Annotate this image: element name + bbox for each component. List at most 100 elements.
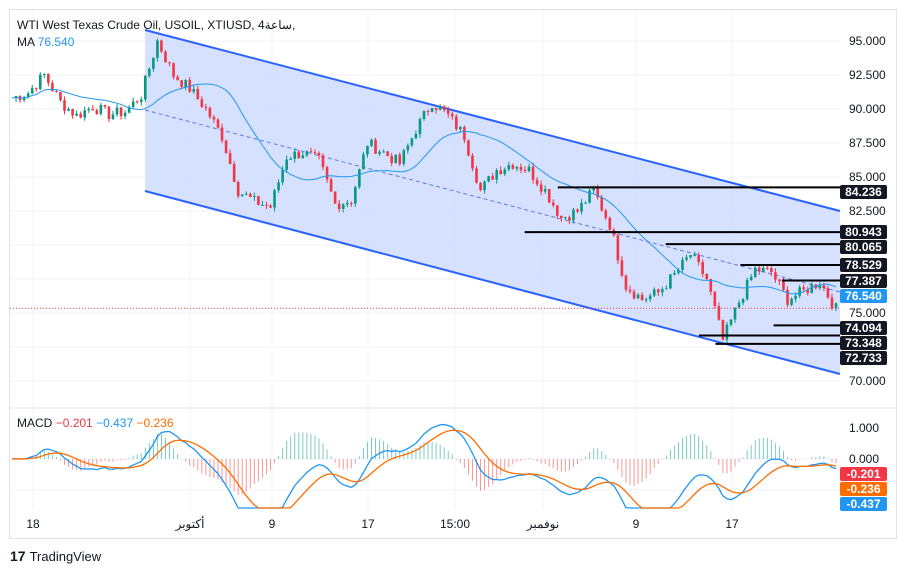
candle-body	[180, 80, 183, 87]
candle-body	[341, 204, 345, 210]
channel-upper-line	[144, 29, 841, 212]
candle-body	[422, 110, 426, 120]
x-tick: 15:00	[439, 517, 471, 531]
price-tick: 85.000	[849, 170, 886, 184]
candle-body	[192, 88, 196, 92]
candle-body	[560, 215, 563, 219]
candle-body	[495, 170, 499, 180]
candle-body	[503, 169, 507, 174]
candle-body	[471, 155, 474, 169]
candle-body	[103, 104, 107, 107]
candle-body	[753, 267, 757, 277]
candle-body	[184, 79, 187, 87]
level-price-tag: 80.065	[840, 240, 887, 254]
symbol-title: WTI West Texas Crude Oil, USOIL, XTIUSD,…	[17, 18, 296, 32]
candle-body	[669, 274, 672, 289]
candle-body	[95, 110, 99, 114]
candle-body	[547, 189, 551, 203]
candle-body	[438, 106, 442, 110]
candle-body	[499, 170, 503, 174]
candle-body	[483, 181, 486, 191]
candle-body	[22, 97, 26, 101]
candle-body	[636, 294, 640, 299]
candle-body	[661, 289, 664, 293]
candle-body	[725, 324, 729, 340]
macd-label: MACD	[17, 416, 53, 430]
price-tick: 87.500	[849, 136, 886, 150]
candle-body	[806, 289, 810, 294]
macd-line-tag: -0.437	[840, 497, 887, 511]
candle-body	[374, 139, 377, 154]
macd-tick: 0.000	[849, 452, 880, 466]
candle-body	[527, 166, 531, 171]
tv-logo-icon: 17	[10, 548, 26, 564]
candle-body	[580, 202, 583, 212]
candle-body	[778, 279, 781, 282]
candle-body	[325, 167, 329, 180]
candle-body	[297, 151, 301, 159]
candle-body	[693, 254, 696, 256]
candle-body	[822, 285, 826, 289]
candle-body	[406, 145, 410, 151]
candle-body	[378, 151, 381, 154]
candle-body	[301, 155, 305, 159]
candle-body	[71, 109, 74, 116]
ma-label: MA	[17, 35, 35, 49]
candle-body	[176, 76, 179, 81]
channel-median-line	[144, 109, 841, 293]
candle-body	[673, 272, 676, 275]
candle-body	[697, 254, 700, 263]
candle-body	[115, 107, 119, 115]
candle-body	[475, 168, 478, 183]
candle-body	[402, 150, 406, 164]
candle-body	[358, 169, 361, 188]
macd-signal-value: −0.236	[136, 416, 174, 430]
candle-body	[632, 291, 636, 299]
candle-body	[786, 289, 789, 305]
level-price-tag: 77.387	[840, 274, 887, 288]
candle-body	[366, 145, 369, 155]
candle-body	[216, 119, 220, 128]
candle-body	[337, 203, 341, 210]
tradingview-logo[interactable]: 17 TradingView	[10, 548, 101, 564]
candle-body	[596, 187, 599, 198]
candle-body	[228, 153, 232, 165]
candle-body	[277, 182, 280, 191]
candle-body	[539, 184, 543, 192]
candle-body	[208, 107, 212, 118]
candle-body	[188, 79, 192, 92]
candle-body	[51, 82, 54, 92]
price-tick: 95.000	[849, 34, 886, 48]
price-tick: 90.000	[849, 102, 886, 116]
candle-body	[487, 176, 490, 182]
candle-body	[220, 127, 224, 141]
x-tick: 17	[361, 517, 375, 531]
candle-body	[305, 151, 309, 156]
candle-body	[131, 101, 135, 108]
candle-body	[588, 190, 591, 203]
candle-body	[442, 106, 446, 110]
candle-body	[111, 114, 115, 120]
candle-body	[269, 205, 272, 208]
candle-body	[430, 108, 434, 112]
channel-fill	[145, 30, 840, 374]
candle-body	[329, 179, 333, 192]
candle-body	[172, 63, 175, 77]
candle-body	[463, 127, 466, 141]
x-tick: 9	[268, 517, 276, 531]
level-price-tag: 74.094	[840, 321, 887, 335]
candle-body	[834, 303, 838, 308]
candle-body	[168, 62, 171, 64]
candle-body	[43, 73, 46, 75]
candle-body	[160, 40, 163, 52]
candle-body	[345, 202, 349, 205]
candle-body	[628, 289, 632, 292]
candle-body	[418, 119, 422, 134]
candle-body	[386, 151, 389, 156]
candle-body	[531, 166, 535, 180]
macd-signal-line	[11, 429, 837, 509]
candle-body	[253, 195, 256, 197]
level-price-tag: 72.733	[840, 351, 887, 365]
candle-body	[761, 267, 765, 272]
